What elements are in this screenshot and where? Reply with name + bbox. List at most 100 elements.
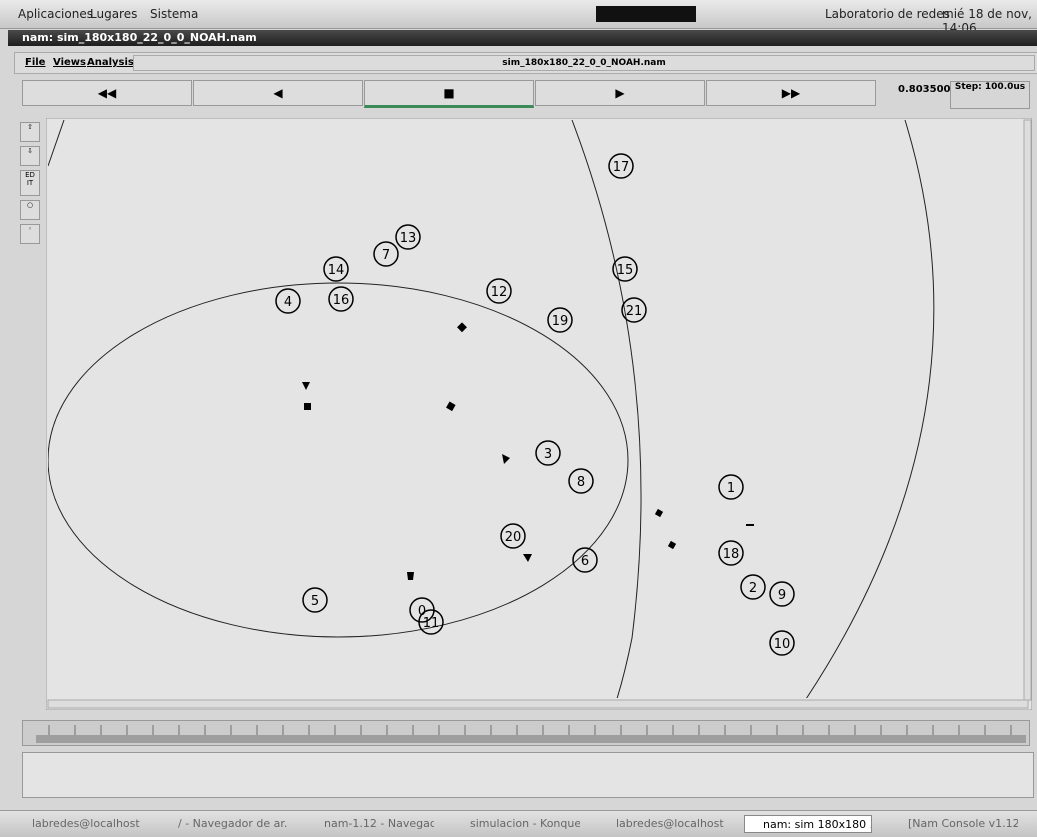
zoom-out[interactable]: ⇩ (20, 146, 40, 166)
node-circle (328, 286, 354, 312)
node[interactable]: 11 (418, 609, 444, 635)
step[interactable]: Step: 100.0us (950, 81, 1030, 109)
node-circle (486, 278, 512, 304)
node[interactable]: 7 (373, 241, 399, 267)
packets (302, 322, 754, 580)
node-label: 20 (505, 530, 522, 545)
node[interactable]: 16 (328, 286, 354, 312)
menu[interactable]: Lugares (90, 7, 138, 21)
node-circle (323, 256, 349, 282)
node[interactable]: 15 (612, 256, 638, 282)
node[interactable]: 17 (608, 153, 634, 179)
node[interactable]: 8 (568, 468, 594, 494)
node[interactable]: 5 (302, 587, 328, 613)
node-circle (608, 153, 634, 179)
node-circle (769, 581, 795, 607)
v-scrollbar[interactable] (1023, 119, 1032, 701)
node-circle (395, 224, 421, 250)
node[interactable]: 6 (572, 547, 598, 573)
node-label: 13 (400, 231, 417, 246)
filename: sim_180x180_22_0_0_NOAH.nam (133, 55, 1035, 71)
node[interactable]: 9 (769, 581, 795, 607)
node-label: 7 (382, 248, 390, 263)
node-circle (572, 547, 598, 573)
node-circle (500, 523, 526, 549)
task[interactable]: labredes@localhost (32, 817, 140, 830)
node-label: 15 (617, 263, 634, 278)
node-label: 4 (284, 295, 292, 310)
task[interactable]: nam: sim 180x180 ... (744, 815, 872, 833)
task[interactable]: [Nam Console v1.12] (908, 817, 1018, 830)
top-panel: Aplicaciones Lugares Sistema Laboratorio… (0, 0, 1037, 35)
node-circle (621, 297, 647, 323)
task[interactable]: labredes@localhost (616, 817, 724, 830)
task[interactable]: simulacion - Konque... (470, 817, 580, 830)
node-label: 16 (333, 293, 350, 308)
taskbar: labredes@localhost / - Navegador de ar...… (0, 810, 1037, 837)
node-label: 9 (778, 588, 786, 603)
range (48, 120, 65, 167)
time: 0.803500 (898, 84, 951, 95)
node-label: 1 (727, 481, 735, 496)
tool[interactable]: ○ (20, 200, 40, 220)
node-circle (418, 609, 444, 635)
edit[interactable]: ED IT (20, 170, 40, 196)
user: Laboratorio de redes (825, 7, 950, 21)
node[interactable]: 19 (547, 307, 573, 333)
node-label: 21 (626, 304, 643, 319)
node[interactable]: 20 (500, 523, 526, 549)
node[interactable]: 2 (740, 574, 766, 600)
node-label: 8 (577, 475, 585, 490)
node-label: 2 (749, 581, 757, 596)
task[interactable]: / - Navegador de ar... (178, 817, 288, 830)
zoom-in[interactable]: ⇧ (20, 122, 40, 142)
h-scrollbar[interactable] (47, 699, 1029, 709)
menu-item[interactable]: File (25, 57, 46, 68)
node-label: 19 (552, 314, 569, 329)
node-label: 12 (491, 285, 508, 300)
fast-forward[interactable]: ▶▶ (706, 80, 876, 106)
node[interactable]: 21 (621, 297, 647, 323)
canvas-bg (46, 118, 1032, 710)
node-label: 17 (613, 160, 630, 175)
node-circle (568, 468, 594, 494)
task[interactable]: nam-1.12 - Navegad... (324, 817, 434, 830)
menu[interactable]: Sistema (150, 7, 199, 21)
range (571, 120, 642, 698)
monitor (596, 6, 696, 22)
range (48, 282, 629, 638)
node[interactable]: 12 (486, 278, 512, 304)
play[interactable]: ▶ (535, 80, 705, 106)
node[interactable]: 13 (395, 224, 421, 250)
menubar: File Views Analysis sim_180x180_22_0_0_N… (14, 52, 1037, 74)
menu-item[interactable]: Analysis (87, 57, 134, 68)
node-label: 6 (581, 554, 589, 569)
tool[interactable]: ◦ (20, 224, 40, 244)
node[interactable]: 3 (535, 440, 561, 466)
node-circle (718, 540, 744, 566)
node-label: 18 (723, 547, 740, 562)
node-circle (547, 307, 573, 333)
node-circle (535, 440, 561, 466)
node[interactable]: 14 (323, 256, 349, 282)
node-label: 14 (328, 263, 345, 278)
node[interactable]: 10 (769, 630, 795, 656)
node-circle (302, 587, 328, 613)
node[interactable]: 4 (275, 288, 301, 314)
annotation-pane (22, 752, 1034, 798)
rewind[interactable]: ◀◀ (22, 80, 192, 106)
node-circle (718, 474, 744, 500)
network-canvas: 17 13 7 14 15 4 16 12 21 19 3 8 1 20 6 18 2 9 5 011 10 (46, 118, 1032, 710)
node-circle (373, 241, 399, 267)
node-circle (740, 574, 766, 600)
back[interactable]: ◀ (193, 80, 363, 106)
menu[interactable]: Aplicaciones (18, 7, 93, 21)
node[interactable]: 1 (718, 474, 744, 500)
stop[interactable]: ■ (364, 80, 534, 108)
node[interactable]: 18 (718, 540, 744, 566)
node-label: 0 (418, 604, 426, 619)
menu-item[interactable]: Views (53, 57, 86, 68)
range (805, 120, 935, 698)
window-title: nam: sim_180x180_22_0_0_NOAH.nam (8, 30, 1037, 46)
